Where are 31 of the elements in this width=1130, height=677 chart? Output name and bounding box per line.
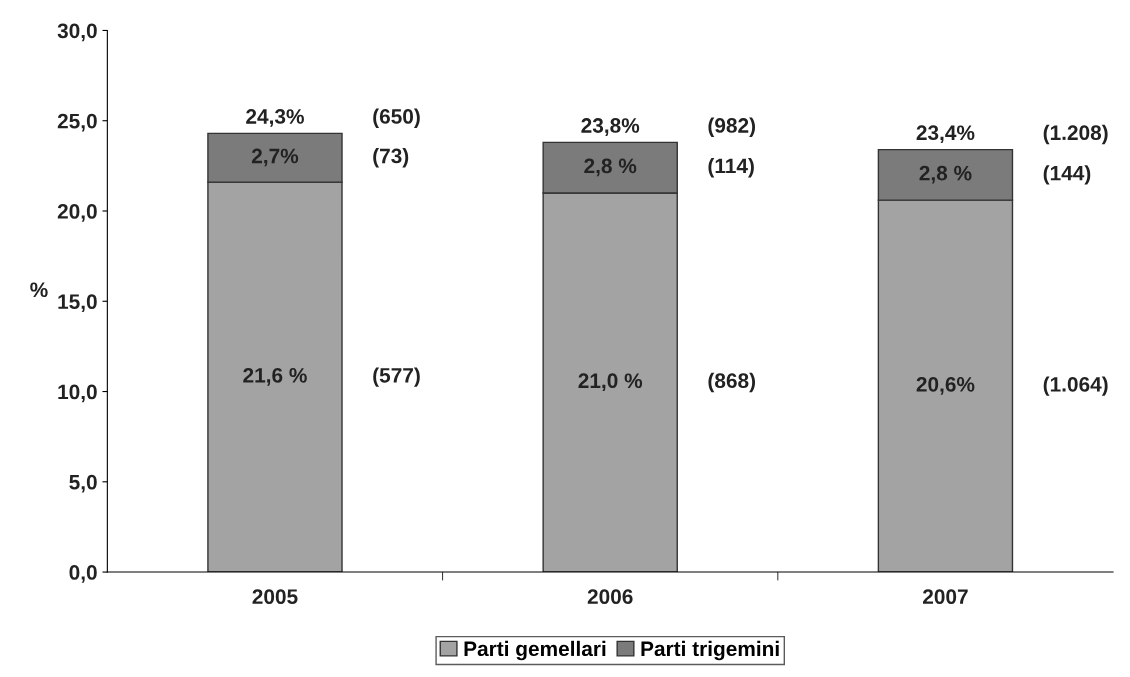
data-label: 21,0 % [578, 373, 643, 392]
x-tick-label: 2005 [252, 589, 298, 605]
annotation: (868) [708, 372, 756, 393]
annotation: (1.064) [1043, 376, 1108, 396]
annotation: (1.208) [1043, 124, 1108, 145]
annotation: (577) [373, 367, 420, 387]
y-tick-label: 10,0 [58, 384, 97, 403]
data-label: 20,6% [916, 376, 975, 395]
y-tick-label: 5,0 [69, 474, 97, 493]
y-tick-label: 15,0 [58, 294, 97, 313]
data-label: 2,8 % [584, 158, 637, 177]
y-tick-label: 20,0 [57, 204, 97, 222]
x-tick-label: 2007 [922, 589, 968, 605]
data-label: 2,8 % [919, 165, 972, 184]
annotation: (650) [373, 108, 420, 128]
annotation: (73) [373, 148, 409, 168]
annotation: (144) [1043, 165, 1091, 185]
x-tick-label: 2006 [587, 589, 633, 605]
total-label: 24,3% [246, 109, 304, 127]
total-label: 23,4% [916, 125, 975, 144]
legend-label: Parti gemellari [464, 640, 606, 661]
legend-label: Parti trigemini [641, 640, 779, 661]
y-tick-label: 25,0 [57, 113, 97, 132]
annotation: (114) [708, 157, 754, 178]
annotation: (982) [708, 117, 756, 137]
y-axis-title: % [30, 282, 48, 298]
y-tick-label: 30,0 [57, 23, 97, 42]
data-label: 21,6 % [243, 367, 307, 386]
data-label: 2,7% [251, 148, 299, 167]
total-label: 23,8% [581, 118, 640, 136]
y-tick-label: 0,0 [69, 565, 97, 583]
